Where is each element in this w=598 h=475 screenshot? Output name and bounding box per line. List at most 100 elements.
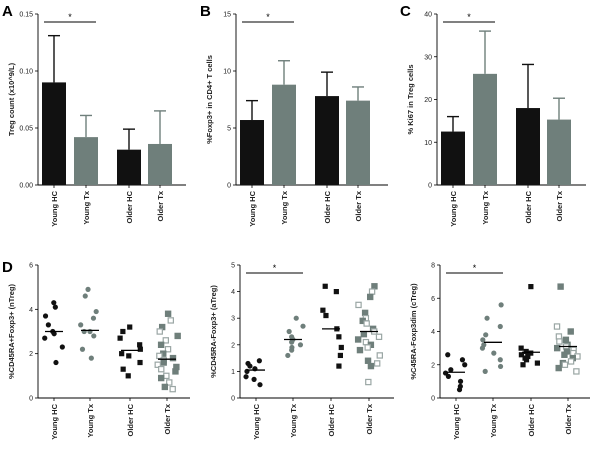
data-point (289, 339, 295, 345)
data-point (81, 328, 87, 335)
data-point (528, 284, 534, 290)
category-label: Young Tx (82, 190, 91, 224)
y-axis-label: Treg count (x10^9/L) (7, 62, 16, 136)
bar-older-hc (516, 108, 540, 185)
data-point (445, 352, 451, 358)
data-point (79, 346, 86, 352)
data-point (285, 352, 291, 359)
data-point (497, 363, 504, 370)
data-point (363, 320, 370, 327)
y-tick-label: 10 (424, 140, 432, 147)
data-point (445, 373, 451, 379)
data-point (323, 312, 329, 319)
data-point (520, 362, 526, 368)
y-axis-label: %C45RA-Foxp3dim (cTreg) (409, 283, 418, 380)
panel-letter-c: C (400, 3, 411, 20)
data-point (161, 383, 169, 391)
chart-d: 0 2 4 6 %CD45RA+Foxp3+ (nTreg) Young HC Young … (7, 263, 190, 440)
chart-a: 0.00 0.05 0.10 0.15 Treg count (x10^9/L) Youn… (7, 12, 186, 227)
bar-older-tx (346, 100, 370, 185)
y-tick-label: 30 (424, 54, 432, 61)
chart-d3: 0 2 4 6 8 %C45RA-Foxp3dim (cTreg) Young HC Youn… (409, 263, 590, 440)
category-label: Young Tx (86, 403, 95, 437)
y-tick-label: 2 (29, 351, 33, 358)
data-point (498, 302, 504, 308)
data-point (337, 352, 343, 359)
data-point (322, 283, 328, 289)
significance-label: * (473, 263, 477, 273)
data-point (289, 347, 295, 353)
data-point (479, 345, 486, 351)
data-point (354, 336, 362, 343)
data-point (256, 358, 262, 364)
data-point (355, 301, 362, 309)
y-tick-label: 1 (231, 369, 235, 376)
data-point (120, 366, 126, 372)
data-point (156, 352, 163, 360)
data-point (365, 378, 372, 386)
bar-young-tx (473, 73, 497, 185)
data-point (497, 323, 503, 330)
category-label: Young HC (252, 403, 261, 439)
data-point (300, 323, 306, 329)
chart-b: 0 5 10 15 %Foxp3+ in CD4+ T cells Young HC You… (205, 12, 388, 227)
data-point (137, 342, 143, 348)
data-point (90, 315, 97, 321)
data-point (127, 324, 133, 330)
y-tick-label: 4 (431, 329, 435, 336)
data-point (293, 315, 299, 321)
category-label: Older HC (327, 403, 336, 436)
bar-older-tx (148, 143, 172, 185)
data-point (164, 346, 172, 353)
data-point (553, 323, 561, 330)
category-label: Young Tx (280, 190, 289, 224)
data-point (160, 359, 167, 366)
data-point (53, 359, 59, 366)
data-point (534, 360, 540, 366)
data-point (286, 328, 292, 335)
chart-c: 0 10 20 30 40 % Ki67 in Treg cells Young HC You… (406, 12, 586, 227)
data-point (51, 331, 57, 337)
data-point (174, 332, 181, 340)
data-point (169, 385, 176, 393)
data-point (247, 363, 253, 369)
data-point (52, 304, 58, 310)
data-point (243, 374, 249, 380)
data-point (561, 351, 568, 358)
y-tick-label: 4 (231, 289, 235, 296)
data-point (117, 335, 123, 341)
y-tick-label: 0 (428, 183, 432, 190)
y-tick-label: 0 (227, 183, 231, 190)
y-tick-label: 0.10 (19, 69, 33, 76)
data-point (518, 352, 525, 358)
data-point (162, 337, 170, 344)
panel-letter-b: B (200, 3, 211, 20)
category-label: Young HC (452, 403, 461, 439)
data-point (376, 352, 383, 359)
category-label: Older Tx (365, 403, 374, 434)
data-point (85, 286, 91, 292)
data-point (553, 344, 561, 352)
chart-d2: 0 1 2 3 4 5 %CD45RA-Foxp3+ (aTreg) Young HC Youn… (209, 263, 394, 440)
data-point (367, 362, 375, 370)
y-tick-label: 2 (231, 342, 235, 349)
y-tick-label: 4 (29, 307, 33, 314)
y-tick-label: 15 (223, 12, 231, 19)
data-point (366, 293, 374, 301)
category-label: Older Tx (555, 190, 564, 221)
bar-older-hc (117, 149, 141, 185)
data-point (375, 333, 383, 341)
data-point (371, 283, 378, 290)
bar-young-hc (42, 82, 66, 185)
data-point (158, 365, 165, 373)
y-tick-label: 8 (431, 263, 435, 270)
y-tick-label: 40 (424, 12, 432, 19)
bar-young-hc (240, 120, 264, 185)
data-point (166, 379, 173, 386)
data-point (368, 288, 376, 295)
data-point (336, 334, 342, 340)
data-point (257, 382, 263, 388)
panel-letter-d: D (2, 259, 13, 276)
category-label: Older HC (527, 403, 536, 436)
